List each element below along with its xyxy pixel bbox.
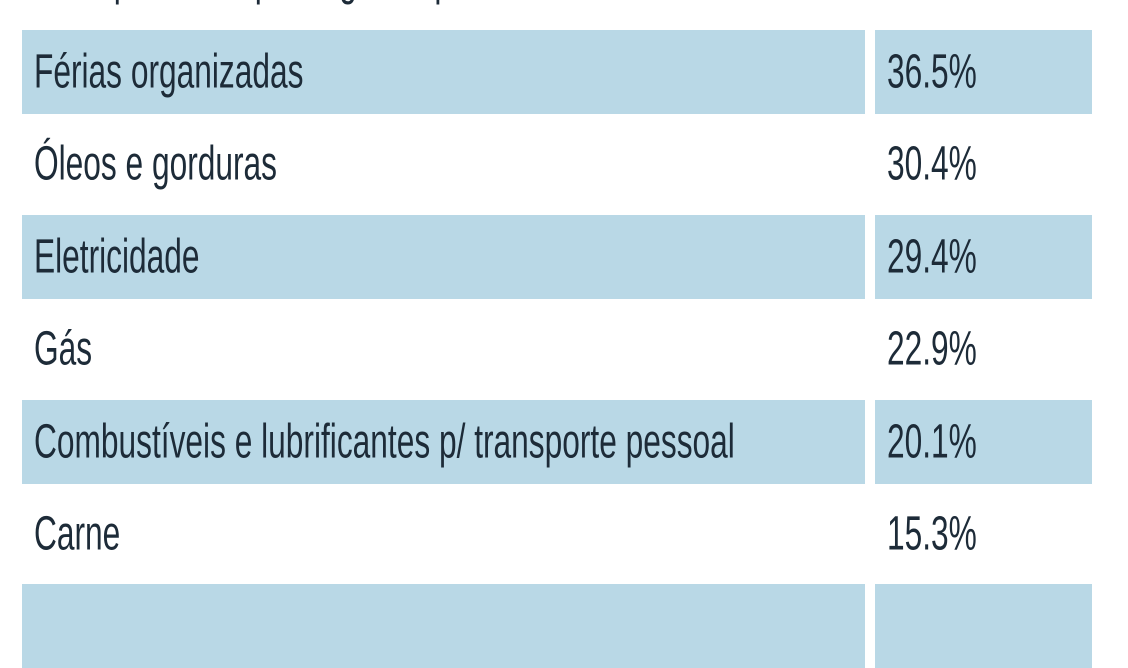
value-text: 29.4%: [887, 230, 977, 283]
label-text: Eletricidade: [34, 230, 200, 283]
value-cell: 15.3%: [875, 492, 1092, 576]
value-cell: 30.4%: [875, 122, 1092, 206]
value-text: 30.4%: [887, 137, 977, 191]
value-text: 22.9%: [887, 322, 977, 376]
label-cell: Óleos e gorduras: [22, 122, 865, 206]
label-cell: Transportes de passageiros por mar e rio: [22, 0, 865, 21]
value-text: 15.3%: [887, 507, 977, 561]
label-cell: Gás: [22, 307, 865, 391]
label-cell: Eletricidade: [22, 214, 865, 299]
label-cell: Carne: [22, 492, 865, 576]
value-cell: 20.1%: [875, 399, 1092, 484]
row-band: [22, 584, 865, 668]
value-cell: 38.4%: [875, 0, 1092, 21]
value-cell: 29.4%: [875, 214, 1092, 299]
label-cell: Férias organizadas: [22, 29, 865, 114]
value-text: 36.5%: [887, 45, 977, 98]
label-text: Combustíveis e lubrificantes p/ transpor…: [34, 415, 735, 468]
label-text: Óleos e gorduras: [34, 137, 278, 191]
label-text: Transportes de passageiros por mar e rio: [34, 0, 614, 7]
label-cell: Combustíveis e lubrificantes p/ transpor…: [22, 399, 865, 484]
value-cell: 36.5%: [875, 29, 1092, 114]
row-band: [875, 584, 1092, 668]
label-text: Carne: [34, 507, 121, 561]
value-cell: 22.9%: [875, 307, 1092, 391]
label-text: Gás: [34, 322, 93, 376]
value-text: 38.4%: [887, 0, 977, 7]
value-text: 20.1%: [887, 415, 977, 468]
label-text: Férias organizadas: [34, 45, 304, 98]
page: Transportes de passageiros por mar e rio…: [22, 0, 1092, 668]
